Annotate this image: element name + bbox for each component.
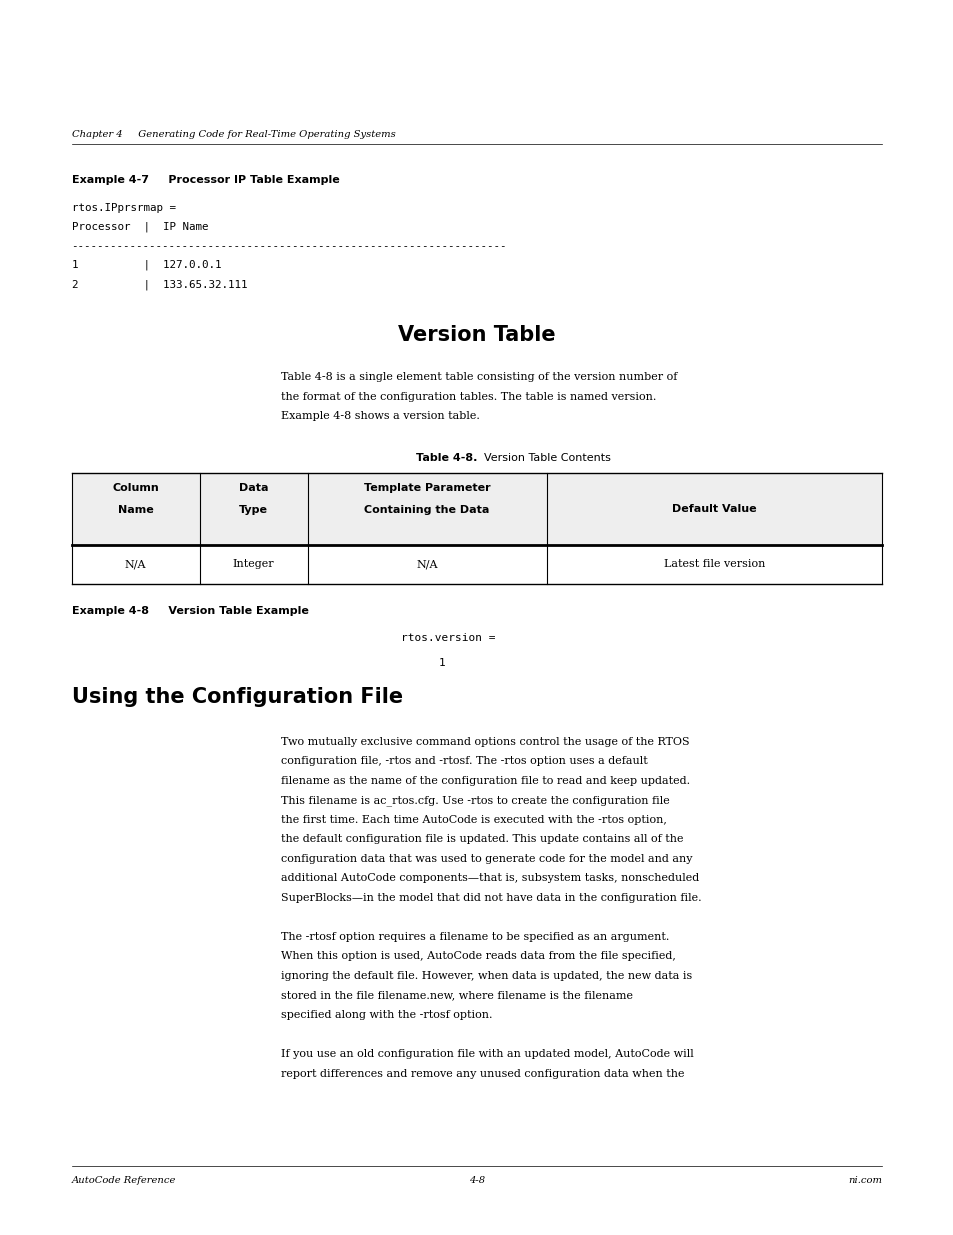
Text: -------------------------------------------------------------------: ----------------------------------------… xyxy=(71,241,506,251)
Text: Name: Name xyxy=(117,505,153,515)
Text: Example 4-7     Processor IP Table Example: Example 4-7 Processor IP Table Example xyxy=(71,175,339,185)
Text: Table 4-8.: Table 4-8. xyxy=(416,453,476,463)
Text: N/A: N/A xyxy=(416,559,437,569)
Text: Containing the Data: Containing the Data xyxy=(364,505,489,515)
Text: report differences and remove any unused configuration data when the: report differences and remove any unused… xyxy=(281,1068,684,1078)
Text: Example 4-8     Version Table Example: Example 4-8 Version Table Example xyxy=(71,606,308,616)
Text: Using the Configuration File: Using the Configuration File xyxy=(71,687,402,708)
Text: Latest file version: Latest file version xyxy=(663,559,764,569)
Text: 1: 1 xyxy=(438,657,445,667)
Text: If you use an old configuration file with an updated model, AutoCode will: If you use an old configuration file wit… xyxy=(281,1050,694,1060)
Text: SuperBlocks—in the model that did not have data in the configuration file.: SuperBlocks—in the model that did not ha… xyxy=(281,893,701,903)
Text: N/A: N/A xyxy=(125,559,146,569)
Text: This filename is ac_rtos.cfg. Use -rtos to create the configuration file: This filename is ac_rtos.cfg. Use -rtos … xyxy=(281,795,669,805)
Text: Table 4-8 is a single element table consisting of the version number of: Table 4-8 is a single element table cons… xyxy=(281,372,677,383)
Text: the default configuration file is updated. This update contains all of the: the default configuration file is update… xyxy=(281,834,683,844)
Text: AutoCode Reference: AutoCode Reference xyxy=(71,1176,175,1184)
Text: Processor  |  IP Name: Processor | IP Name xyxy=(71,222,208,232)
Text: Chapter 4     Generating Code for Real-Time Operating Systems: Chapter 4 Generating Code for Real-Time … xyxy=(71,130,395,138)
Text: rtos.version =: rtos.version = xyxy=(400,634,495,643)
Text: Two mutually exclusive command options control the usage of the RTOS: Two mutually exclusive command options c… xyxy=(281,736,689,746)
Text: Data: Data xyxy=(238,483,268,493)
Text: stored in the file filename.new, where filename is the filename: stored in the file filename.new, where f… xyxy=(281,990,633,1000)
Text: specified along with the -rtosf option.: specified along with the -rtosf option. xyxy=(281,1010,493,1020)
Text: ignoring the default file. However, when data is updated, the new data is: ignoring the default file. However, when… xyxy=(281,971,692,981)
Text: 1          |  127.0.0.1: 1 | 127.0.0.1 xyxy=(71,259,221,270)
Text: ni.com: ni.com xyxy=(847,1176,882,1184)
Text: additional AutoCode components—that is, subsystem tasks, nonscheduled: additional AutoCode components—that is, … xyxy=(281,873,699,883)
Text: the format of the configuration tables. The table is named version.: the format of the configuration tables. … xyxy=(281,391,656,401)
Text: rtos.IPprsrmap =: rtos.IPprsrmap = xyxy=(71,203,175,212)
Text: filename as the name of the configuration file to read and keep updated.: filename as the name of the configuratio… xyxy=(281,776,690,785)
Text: 2          |  133.65.32.111: 2 | 133.65.32.111 xyxy=(71,279,247,290)
Text: Template Parameter: Template Parameter xyxy=(363,483,490,493)
Text: Column: Column xyxy=(112,483,159,493)
Text: Version Table Contents: Version Table Contents xyxy=(476,453,610,463)
Text: Integer: Integer xyxy=(233,559,274,569)
Text: Version Table: Version Table xyxy=(397,325,556,346)
Text: Type: Type xyxy=(239,505,268,515)
Text: configuration file, -rtos and -rtosf. The -rtos option uses a default: configuration file, -rtos and -rtosf. Th… xyxy=(281,756,647,766)
Text: The -rtosf option requires a filename to be specified as an argument.: The -rtosf option requires a filename to… xyxy=(281,932,669,942)
Text: When this option is used, AutoCode reads data from the file specified,: When this option is used, AutoCode reads… xyxy=(281,951,676,961)
FancyBboxPatch shape xyxy=(71,473,882,545)
Text: the first time. Each time AutoCode is executed with the -rtos option,: the first time. Each time AutoCode is ex… xyxy=(281,815,666,825)
Text: 4-8: 4-8 xyxy=(469,1176,484,1184)
Text: configuration data that was used to generate code for the model and any: configuration data that was used to gene… xyxy=(281,853,692,863)
Text: Example 4-8 shows a version table.: Example 4-8 shows a version table. xyxy=(281,411,479,421)
Text: Default Value: Default Value xyxy=(672,504,756,514)
